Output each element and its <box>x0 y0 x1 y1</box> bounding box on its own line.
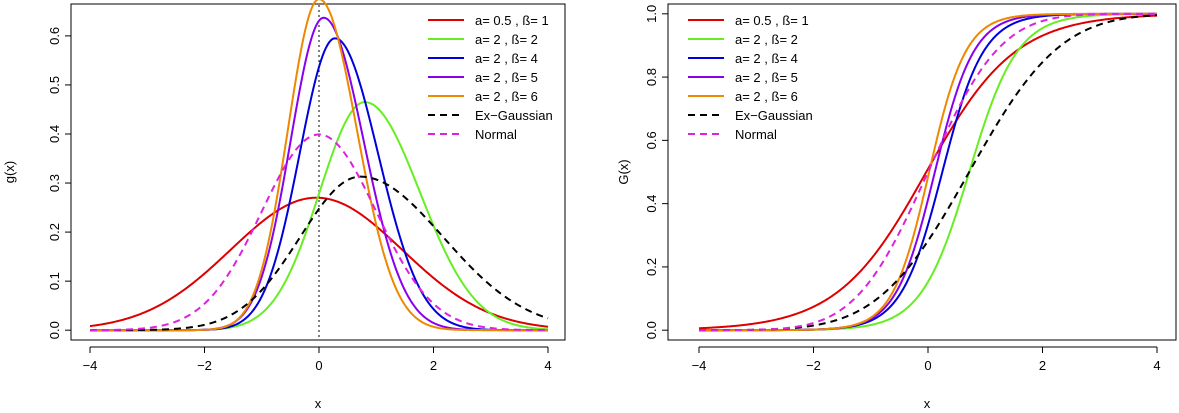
legend-label: a= 2 , ß= 6 <box>475 89 538 104</box>
series-line-6 <box>90 133 548 332</box>
x-axis-title: x <box>924 396 931 411</box>
series-line-6 <box>699 12 1157 332</box>
x-tick-label: 0 <box>924 358 931 373</box>
legend-label: a= 2 , ß= 2 <box>735 32 798 47</box>
y-axis-title: G(x) <box>616 159 631 184</box>
x-axis-title: x <box>315 396 322 411</box>
y-tick-label: 1.0 <box>644 5 659 23</box>
y-tick-label: 0.2 <box>47 223 62 241</box>
y-tick-label: 0.4 <box>644 195 659 213</box>
y-tick-label: 0.5 <box>47 76 62 94</box>
legend-label: a= 2 , ß= 4 <box>475 51 538 66</box>
y-axis-title: g(x) <box>2 161 17 183</box>
legend-label: a= 2 , ß= 5 <box>735 70 798 85</box>
legend-label: a= 0.5 , ß= 1 <box>475 13 549 28</box>
y-tick-label: 0.8 <box>644 68 659 86</box>
x-tick-label: −2 <box>806 358 821 373</box>
x-tick-label: 2 <box>430 358 437 373</box>
x-tick-label: 4 <box>544 358 551 373</box>
legend-label: Ex−Gaussian <box>735 108 813 123</box>
legend-label: Ex−Gaussian <box>475 108 553 123</box>
density-panel: −4 −2 0 2 4 0.0 0.1 0.2 0.3 0.4 0.5 0.6 x g(x) a= … <box>2 0 566 411</box>
y-tick-label: 0.4 <box>47 125 62 143</box>
x-tick-label: −4 <box>83 358 98 373</box>
x-tick-label: 2 <box>1039 358 1046 373</box>
y-tick-label: 0.2 <box>644 258 659 276</box>
legend-label: a= 2 , ß= 5 <box>475 70 538 85</box>
legend: a= 0.5 , ß= 1 a= 2 , ß= 2 a= 2 , ß= 4 a= 2 … <box>688 13 813 142</box>
x-tick-label: 4 <box>1153 358 1160 373</box>
legend-label: a= 2 , ß= 6 <box>735 89 798 104</box>
x-tick-label: 0 <box>315 358 322 373</box>
legend-label: a= 2 , ß= 4 <box>735 51 798 66</box>
x-tick-label: −2 <box>197 358 212 373</box>
y-tick-label: 0.0 <box>644 321 659 339</box>
legend-label: Normal <box>735 127 777 142</box>
cdf-panel: −4 −2 0 2 4 0.0 0.2 0.4 0.6 0.8 1.0 x G(x) a= 0.5… <box>616 3 1177 411</box>
y-tick-label: 0.3 <box>47 174 62 192</box>
legend: a= 0.5 , ß= 1 a= 2 , ß= 2 a= 2 , ß= 4 a= 2 … <box>428 13 553 142</box>
series-line-5 <box>90 175 549 332</box>
y-tick-label: 0.0 <box>47 321 62 339</box>
x-tick-label: −4 <box>692 358 707 373</box>
legend-label: Normal <box>475 127 517 142</box>
legend-label: a= 2 , ß= 2 <box>475 32 538 47</box>
y-tick-label: 0.6 <box>47 27 62 45</box>
y-tick-label: 0.1 <box>47 272 62 290</box>
series-line-0 <box>89 196 549 328</box>
legend-label: a= 0.5 , ß= 1 <box>735 13 809 28</box>
y-tick-label: 0.6 <box>644 131 659 149</box>
series-line-0 <box>698 14 1158 330</box>
